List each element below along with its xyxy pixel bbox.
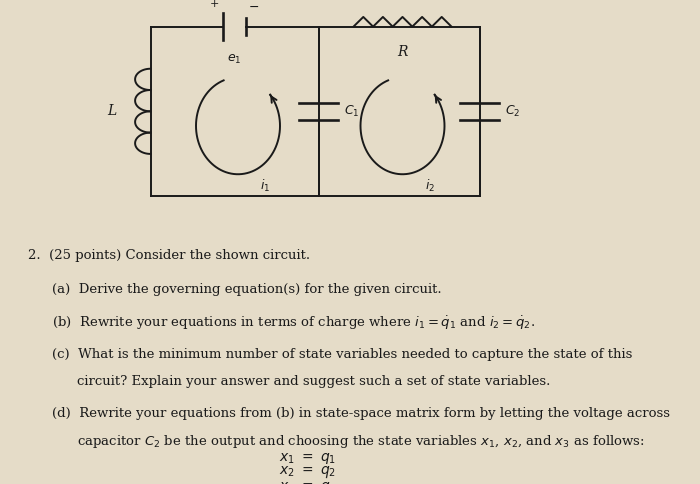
Text: $x_2 \ = \ q_2$: $x_2 \ = \ q_2$ [279, 464, 337, 479]
Text: capacitor $C_2$ be the output and choosing the state variables $x_1$, $x_2$, and: capacitor $C_2$ be the output and choosi… [77, 433, 645, 450]
Text: (c)  What is the minimum number of state variables needed to capture the state o: (c) What is the minimum number of state … [52, 348, 633, 362]
Text: 2.  (25 points) Consider the shown circuit.: 2. (25 points) Consider the shown circui… [28, 249, 310, 262]
Text: R: R [397, 45, 407, 59]
Text: $i_1$: $i_1$ [260, 178, 271, 194]
Text: L: L [107, 105, 117, 118]
Text: (b)  Rewrite your equations in terms of charge where $i_1 = \dot{q}_1$ and $i_2 : (b) Rewrite your equations in terms of c… [52, 315, 536, 332]
Text: −: − [249, 1, 260, 14]
Text: $e_1$: $e_1$ [228, 53, 241, 66]
Text: $C_2$: $C_2$ [505, 104, 520, 119]
Text: $C_1$: $C_1$ [344, 104, 359, 119]
Text: $i_2$: $i_2$ [425, 178, 435, 194]
Text: $x_1 \ = \ q_1$: $x_1 \ = \ q_1$ [279, 451, 337, 466]
Text: $x_3 \ = \ \dot{q}_1$: $x_3 \ = \ \dot{q}_1$ [279, 476, 337, 484]
Text: +: + [210, 0, 220, 9]
Text: (a)  Derive the governing equation(s) for the given circuit.: (a) Derive the governing equation(s) for… [52, 283, 442, 296]
Text: (d)  Rewrite your equations from (b) in state-space matrix form by letting the v: (d) Rewrite your equations from (b) in s… [52, 407, 671, 420]
Text: circuit? Explain your answer and suggest such a set of state variables.: circuit? Explain your answer and suggest… [77, 375, 550, 388]
